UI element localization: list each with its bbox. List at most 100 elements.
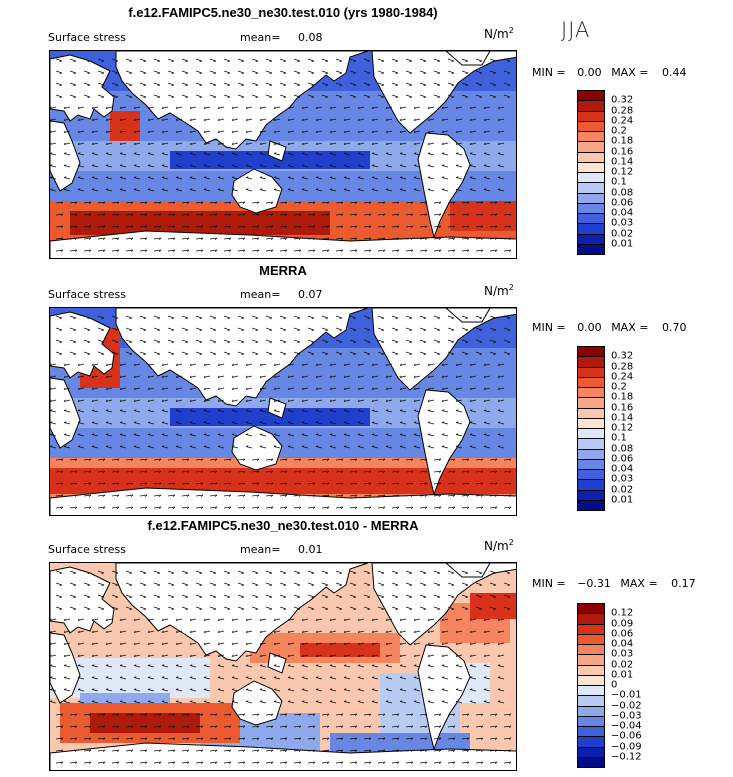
- land-mass: [445, 563, 491, 578]
- land-mass: [50, 120, 81, 192]
- min-label: MIN =: [532, 66, 566, 79]
- land-mass: [267, 397, 287, 419]
- colorbar-tick-label: 0.02: [611, 484, 634, 495]
- colorbar-tick-label: 0.02: [611, 228, 634, 239]
- colorbar-tick-label: −0.01: [611, 689, 642, 701]
- colorbar-tick-label: 0.2: [611, 381, 627, 393]
- map-plot: [49, 307, 517, 516]
- min-label: MIN =: [532, 577, 566, 590]
- units-label: N/m2: [484, 538, 514, 553]
- land-mass: [50, 230, 516, 258]
- colorbar-tick-label: 0.18: [611, 391, 634, 403]
- variable-label: Surface stress: [48, 288, 126, 301]
- min-max-readout: MIN = −0.31 MAX = 0.17: [532, 577, 696, 590]
- colorbar-tick-label: 0.1: [611, 176, 627, 188]
- colorbar-tick-label: −0.12: [611, 751, 642, 763]
- land-mass: [115, 51, 369, 150]
- colorbar-tick-label: 0.18: [611, 135, 634, 147]
- land-mass: [417, 389, 471, 496]
- max-label: MAX =: [620, 577, 658, 590]
- land-mass: [50, 54, 115, 122]
- contour-band: [50, 468, 516, 494]
- mean-label: mean=: [240, 543, 281, 556]
- wind-stress-vectors: [50, 58, 512, 252]
- max-value: 0.44: [661, 66, 687, 79]
- land-mass: [267, 652, 287, 674]
- min-value: 0.00: [577, 321, 602, 334]
- variable-label: Surface stress: [48, 31, 126, 44]
- map-plot: [49, 562, 517, 771]
- panel-title: f.e12.FAMIPC5.ne30_ne30.test.010 - MERRA: [147, 518, 419, 533]
- mean-value: 0.08: [298, 31, 323, 44]
- colorbar-tick-label: 0.01: [611, 238, 634, 250]
- min-value: 0.00: [577, 66, 602, 79]
- panel-title: MERRA: [259, 263, 307, 278]
- colorbar-tick-label: 0.04: [611, 638, 634, 650]
- colorbar-tick-label: 0.12: [611, 422, 634, 434]
- map-plot: [49, 50, 517, 259]
- colorbar-tick-label: 0.03: [611, 648, 634, 660]
- colorbar-tick-label: 0.01: [611, 494, 634, 506]
- colorbar-tick-label: 0.08: [611, 443, 634, 454]
- variable-label: Surface stress: [48, 543, 126, 556]
- colorbar-tick-label: −0.06: [611, 730, 642, 742]
- land-mass: [115, 563, 369, 662]
- colorbar-tick-label: 0.16: [611, 146, 634, 157]
- land-mass: [115, 308, 369, 407]
- colorbar: 0.32 0.28 0.24 0.2 0.18 0.16 0.14 0.12 0.1 0.08 0.…: [577, 90, 633, 255]
- colorbar-tick-label: −0.03: [611, 710, 642, 722]
- colorbar-tick-label: 0.12: [611, 166, 634, 178]
- colorbar-tick-label: 0.28: [611, 361, 634, 372]
- colorbar-tick-label: 0.06: [611, 453, 634, 465]
- colorbar-tick-label: −0.04: [611, 720, 642, 732]
- colorbar-tick-label: 0.12: [611, 607, 634, 619]
- colorbar-tick-label: 0.24: [611, 115, 634, 127]
- contour-band: [90, 713, 200, 733]
- colorbar-tick-label: 0.02: [611, 659, 634, 670]
- panel-title: f.e12.FAMIPC5.ne30_ne30.test.010 (yrs 19…: [128, 5, 438, 20]
- colorbar-tick-label: 0.01: [611, 669, 634, 681]
- units-label: N/m2: [484, 283, 514, 298]
- colorbar-tick-label: 0.06: [611, 197, 634, 209]
- max-label: MAX =: [611, 321, 649, 334]
- colorbar: 0.12 0.09 0.06 0.04 0.03 0.02 0.01 0 −0.01 −0.02−…: [577, 603, 642, 768]
- colorbar-tick-label: 0.06: [611, 628, 634, 640]
- colorbar-tick-label: 0.04: [611, 207, 634, 219]
- land-mass: [267, 140, 287, 162]
- colorbar-tick-label: −0.09: [611, 741, 642, 752]
- mean-label: mean=: [240, 288, 281, 301]
- units-label: N/m2: [484, 26, 514, 41]
- contour-band: [300, 643, 380, 657]
- colorbar: 0.32 0.28 0.24 0.2 0.18 0.16 0.14 0.12 0.1 0.08 0.…: [577, 346, 633, 511]
- min-value: −0.31: [577, 577, 611, 590]
- colorbar-tick-label: 0.08: [611, 187, 634, 198]
- max-label: MAX =: [611, 66, 649, 79]
- mean-value: 0.01: [298, 543, 323, 556]
- min-max-readout: MIN = 0.00 MAX = 0.44: [532, 66, 686, 79]
- land-mass: [417, 644, 471, 751]
- wind-stress-vectors: [50, 315, 512, 509]
- colorbar-tick-label: 0.03: [611, 217, 634, 229]
- land-mass: [445, 51, 491, 66]
- land-mass: [50, 566, 115, 634]
- wind-stress-vectors: [50, 570, 512, 764]
- colorbar-swatch: [577, 756, 605, 768]
- colorbar-tick-label: 0.2: [611, 125, 627, 137]
- colorbar-tick-label: 0.03: [611, 473, 634, 485]
- colorbar-tick-label: 0.24: [611, 371, 634, 383]
- land-mass: [50, 742, 516, 770]
- land-mass: [417, 132, 471, 239]
- colorbar-tick-label: 0: [611, 679, 618, 691]
- colorbar-tick-label: 0.14: [611, 412, 634, 424]
- mean-value: 0.07: [298, 288, 323, 301]
- colorbar-tick-label: 0.32: [611, 350, 634, 362]
- land-mass: [50, 487, 516, 515]
- land-mass: [50, 632, 81, 704]
- colorbar-swatch: [577, 499, 605, 511]
- colorbar-tick-label: 0.14: [611, 156, 634, 168]
- contour-band: [110, 111, 140, 141]
- colorbar-tick-label: 0.32: [611, 94, 634, 106]
- season-label: JJA: [561, 18, 591, 42]
- land-mass: [50, 377, 81, 449]
- land-mass: [445, 308, 491, 323]
